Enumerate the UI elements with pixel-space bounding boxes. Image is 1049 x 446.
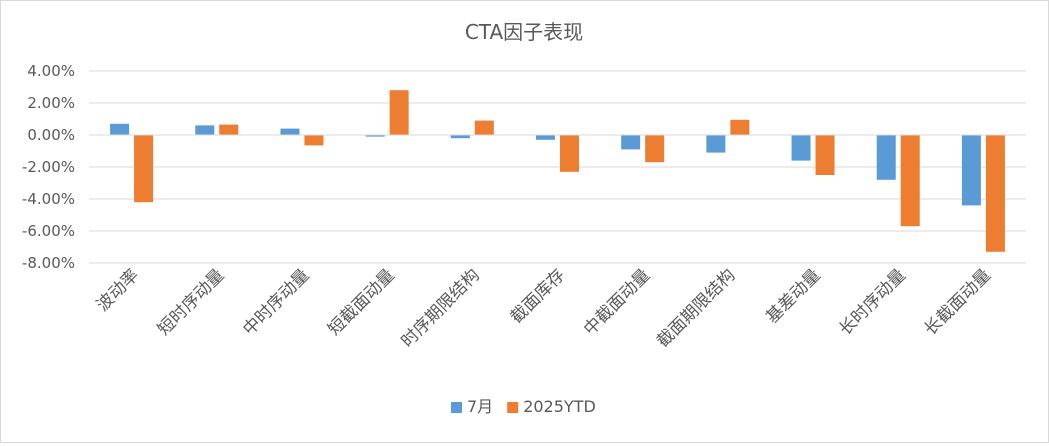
x-category-label: 时序期限结构	[398, 265, 484, 351]
bar-series2	[474, 120, 494, 135]
bar-series2	[645, 135, 665, 163]
bar-series2	[815, 135, 835, 175]
legend-swatch	[451, 402, 462, 413]
x-axis-category-labels: 波动率 短时序动量 中时序动量 短截面动量时序期限结构 截面库存 中截面动量截面期限结构基…	[93, 265, 995, 351]
bar-series1	[365, 135, 385, 137]
x-category-label: 长截面动量	[921, 265, 995, 339]
y-tick-label: -8.00%	[22, 254, 75, 272]
bar-series2	[134, 135, 154, 203]
bar-series1	[536, 135, 555, 140]
bar-series1	[110, 123, 130, 135]
y-axis-tick-labels: 4.00% 2.00% 0.00% -2.00% -4.00% -6.00% -8.00%	[22, 62, 75, 272]
x-category-label: 截面期限结构	[653, 265, 739, 351]
x-category-label: 基差动量	[762, 265, 824, 327]
x-category-label: 短截面动量	[324, 265, 398, 339]
bar-series1	[791, 135, 811, 161]
y-tick-label: -2.00%	[22, 158, 75, 176]
legend-label: 7月	[467, 397, 493, 416]
bar-series2	[985, 135, 1005, 252]
bar-series1	[706, 135, 726, 153]
x-category-label: 短时序动量	[154, 265, 228, 339]
bar-series2	[730, 119, 750, 135]
bar-series1	[280, 128, 300, 135]
y-tick-label: -6.00%	[22, 222, 75, 240]
bar-series1	[961, 135, 981, 206]
y-tick-label: 4.00%	[27, 62, 75, 80]
bar-series2	[560, 135, 579, 172]
bar-series2	[389, 90, 409, 135]
bar-series1	[621, 135, 641, 150]
x-category-label: 截面库存	[507, 265, 569, 327]
legend-swatch	[507, 402, 519, 413]
chart-title: CTA因子表现	[465, 20, 583, 44]
x-category-label: 长时序动量	[836, 265, 910, 339]
bar-series1	[876, 135, 896, 180]
x-category-label: 中时序动量	[239, 265, 313, 339]
bar-series2	[900, 135, 920, 227]
gridlines	[89, 70, 1026, 264]
bar-series1	[450, 135, 470, 139]
bar-series2	[219, 124, 239, 135]
bars	[110, 90, 1005, 252]
bar-series2	[304, 135, 324, 146]
bar-series1	[195, 125, 215, 135]
y-tick-label: 2.00%	[27, 94, 75, 112]
y-tick-label: 0.00%	[27, 126, 75, 144]
x-category-label: 中截面动量	[580, 265, 654, 339]
y-tick-label: -4.00%	[22, 190, 75, 208]
x-category-label: 波动率	[93, 265, 143, 315]
legend-label: 2025YTD	[523, 397, 596, 416]
legend: 7月 2025YTD	[451, 397, 596, 416]
